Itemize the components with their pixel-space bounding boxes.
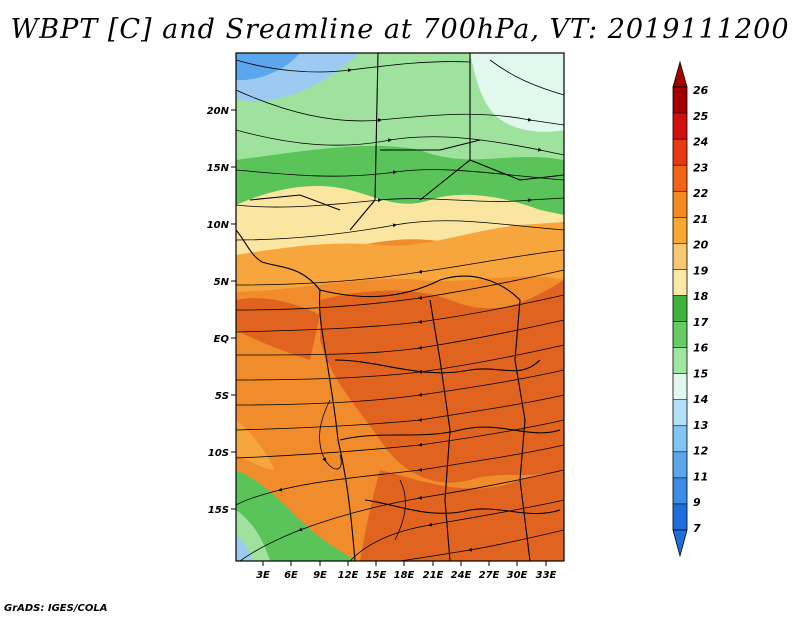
lon-label: 27E — [479, 570, 500, 581]
colorbar-cell — [673, 217, 687, 244]
lat-label: 10N — [207, 220, 230, 231]
colorbar-cell — [673, 295, 687, 323]
lon-label: 24E — [451, 570, 472, 581]
lat-label: 20N — [207, 106, 230, 117]
colorbar-cell — [673, 139, 687, 166]
colorbar: 26 25 24 23 22 21 20 19 18 17 16 15 14 13 12 11 9 7 — [672, 60, 709, 558]
colorbar-cell — [673, 87, 687, 114]
colorbar-cell — [673, 269, 687, 296]
colorbar-label: 14 — [693, 393, 708, 406]
colorbar-label: 13 — [693, 419, 709, 432]
colorbar-top-arrow — [672, 60, 688, 88]
colorbar-frame — [672, 86, 688, 531]
lon-label: 6E — [284, 570, 298, 581]
lon-label: 15E — [366, 570, 387, 581]
lat-label: 5S — [215, 391, 229, 402]
wbpt-blue-sw — [236, 535, 252, 561]
colorbar-label: 15 — [693, 367, 709, 380]
colorbar-label: 20 — [693, 239, 709, 252]
lat-label: EQ — [214, 334, 230, 345]
colorbar-bottom-arrow — [672, 529, 688, 558]
grads-credit: GrADS: IGES/COLA — [4, 603, 108, 614]
colorbar-label: 25 — [693, 110, 709, 123]
lat-label: 5N — [214, 277, 230, 288]
colorbar-label: 11 — [693, 470, 708, 483]
colorbar-label: 22 — [693, 187, 709, 200]
latitude-axis: 20N 15N 10N 5N EQ 5S 10S 15S — [207, 106, 236, 516]
lon-label: 21E — [423, 570, 444, 581]
colorbar-cell — [673, 321, 687, 349]
borders — [236, 53, 564, 561]
colorbar-cell — [673, 347, 687, 375]
wbpt-light-orange-band — [236, 222, 564, 292]
lon-label: 12E — [338, 570, 359, 581]
colorbar-label: 24 — [693, 136, 708, 149]
colorbar-label: 23 — [693, 161, 709, 174]
colorbar-label: 18 — [693, 290, 709, 303]
lon-label: 18E — [394, 570, 415, 581]
wbpt-field — [236, 53, 564, 561]
colorbar-label: 17 — [693, 316, 709, 329]
colorbar-cell — [673, 399, 687, 427]
map-title: WBPT [C] and Sreamline at 700hPa, VT: 20… — [10, 14, 790, 45]
colorbar-cell — [673, 243, 687, 270]
colorbar-label: 21 — [693, 213, 708, 226]
colorbar-label: 19 — [693, 264, 709, 277]
colorbar-cell — [673, 373, 687, 401]
colorbar-label: 16 — [693, 342, 709, 355]
wbpt-dark-orange-south — [360, 470, 564, 561]
colorbar-label: 9 — [693, 496, 701, 509]
colorbar-cell — [673, 113, 687, 140]
streamlines — [236, 59, 564, 561]
wbpt-blue-ne — [470, 53, 564, 132]
lon-label: 9E — [313, 570, 327, 581]
colorbar-label: 26 — [693, 84, 709, 97]
colorbar-label: 12 — [693, 445, 709, 458]
lon-label: 33E — [536, 570, 557, 581]
colorbar-cell — [673, 451, 687, 479]
wbpt-green-sw — [236, 470, 355, 561]
wbpt-dark-orange-west — [236, 298, 320, 360]
colorbar-cell — [673, 503, 687, 531]
colorbar-cell — [673, 165, 687, 192]
map-frame — [235, 52, 565, 562]
longitude-axis: 3E 6E 9E 12E 15E 18E 21E 24E 27E 30E 33E — [256, 561, 557, 581]
wbpt-blue-nw-core — [236, 53, 300, 80]
colorbar-cell — [673, 477, 687, 505]
lat-label: 10S — [208, 448, 229, 459]
lat-label: 15S — [208, 505, 229, 516]
colorbar-cell — [673, 191, 687, 218]
colorbar-label: 7 — [693, 522, 701, 535]
lon-label: 3E — [256, 570, 270, 581]
lon-label: 30E — [507, 570, 528, 581]
colorbar-cell — [673, 425, 687, 453]
lat-label: 15N — [207, 163, 230, 174]
